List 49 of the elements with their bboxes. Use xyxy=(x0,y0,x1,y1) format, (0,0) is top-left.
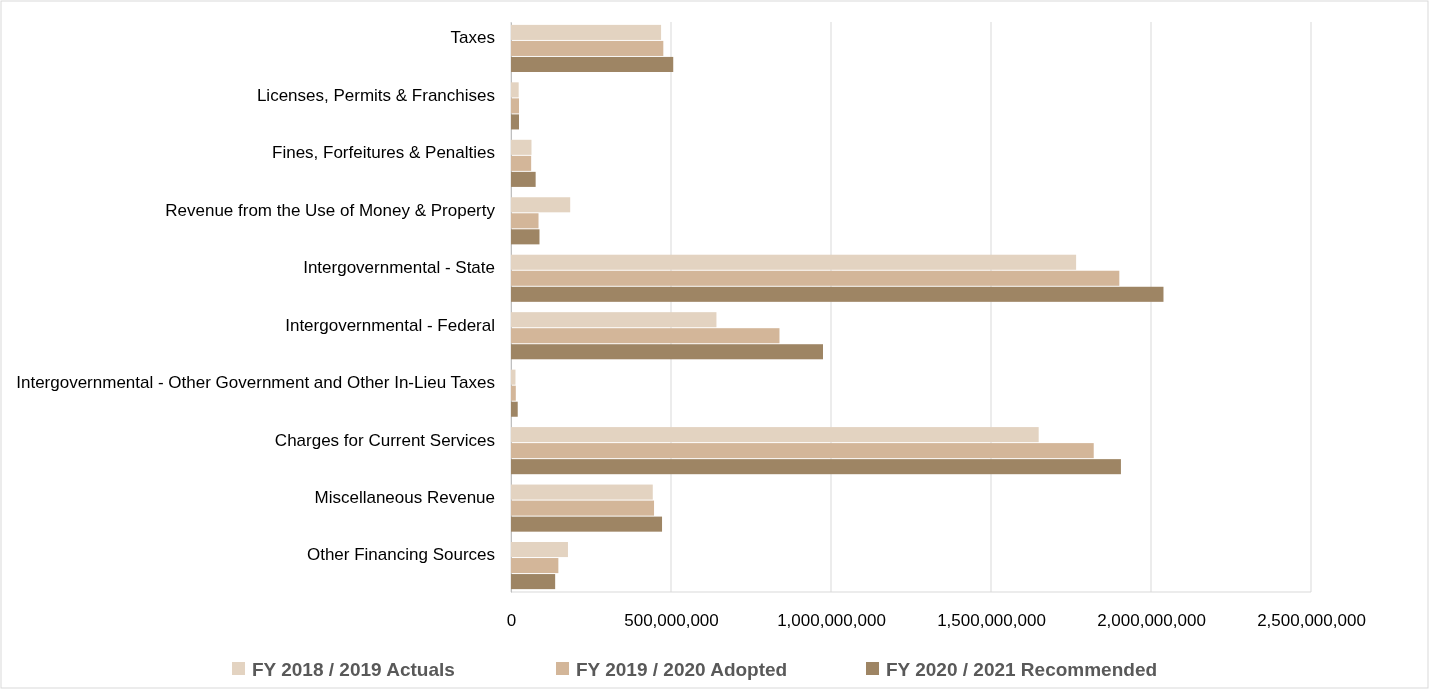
bar xyxy=(511,40,664,56)
legend-label: FY 2019 / 2020 Adopted xyxy=(576,659,788,680)
bar xyxy=(511,82,519,98)
bar xyxy=(511,114,519,130)
bar xyxy=(511,197,571,213)
bar xyxy=(511,312,717,328)
bar xyxy=(511,401,518,417)
x-tick-label: 500,000,000 xyxy=(624,611,719,631)
y-tick-label: Other Financing Sources xyxy=(306,545,495,565)
bar xyxy=(511,443,1094,459)
bar xyxy=(511,459,1121,475)
y-tick-label: Charges for Current Services xyxy=(274,430,495,450)
bar xyxy=(511,24,662,40)
bar xyxy=(511,171,536,187)
bar xyxy=(511,229,540,245)
y-tick-label: Intergovernmental - State xyxy=(303,258,495,278)
legend-label: FY 2020 / 2021 Recommended xyxy=(886,659,1158,680)
bar xyxy=(511,484,653,500)
x-tick-label: 1,000,000,000 xyxy=(777,611,886,631)
x-tick-label: 2,500,000,000 xyxy=(1257,611,1366,631)
y-tick-label: Fines, Forfeitures & Penalties xyxy=(272,143,495,163)
y-tick-label: Taxes xyxy=(450,28,495,48)
bar xyxy=(511,139,532,155)
bar xyxy=(511,328,780,344)
bar xyxy=(511,254,1077,270)
x-tick-label: 2,000,000,000 xyxy=(1097,611,1206,631)
bar xyxy=(511,516,663,532)
y-tick-label: Miscellaneous Revenue xyxy=(314,488,495,508)
legend-label: FY 2018 / 2019 Actuals xyxy=(252,659,455,680)
bar xyxy=(511,500,655,516)
y-tick-label: Intergovernmental - Other Government and Other In-Lieu Taxes xyxy=(16,373,495,393)
y-tick-label: Intergovernmental - Federal xyxy=(285,315,495,335)
bar xyxy=(511,98,519,114)
y-tick-label: Licenses, Permits & Franchises xyxy=(256,85,495,105)
bar xyxy=(511,56,674,72)
x-tick-label: 0 xyxy=(506,611,517,631)
bar xyxy=(511,155,532,171)
bar xyxy=(511,574,556,590)
bar xyxy=(511,427,1039,443)
bar xyxy=(511,213,539,229)
bar xyxy=(511,286,1164,302)
bar xyxy=(511,344,823,360)
bar xyxy=(511,542,568,558)
bar xyxy=(511,369,516,385)
bar xyxy=(511,385,516,401)
x-tick-label: 1,500,000,000 xyxy=(937,611,1046,631)
y-tick-label: Revenue from the Use of Money & Property xyxy=(165,200,496,220)
bar xyxy=(511,558,559,574)
bar xyxy=(511,270,1120,286)
